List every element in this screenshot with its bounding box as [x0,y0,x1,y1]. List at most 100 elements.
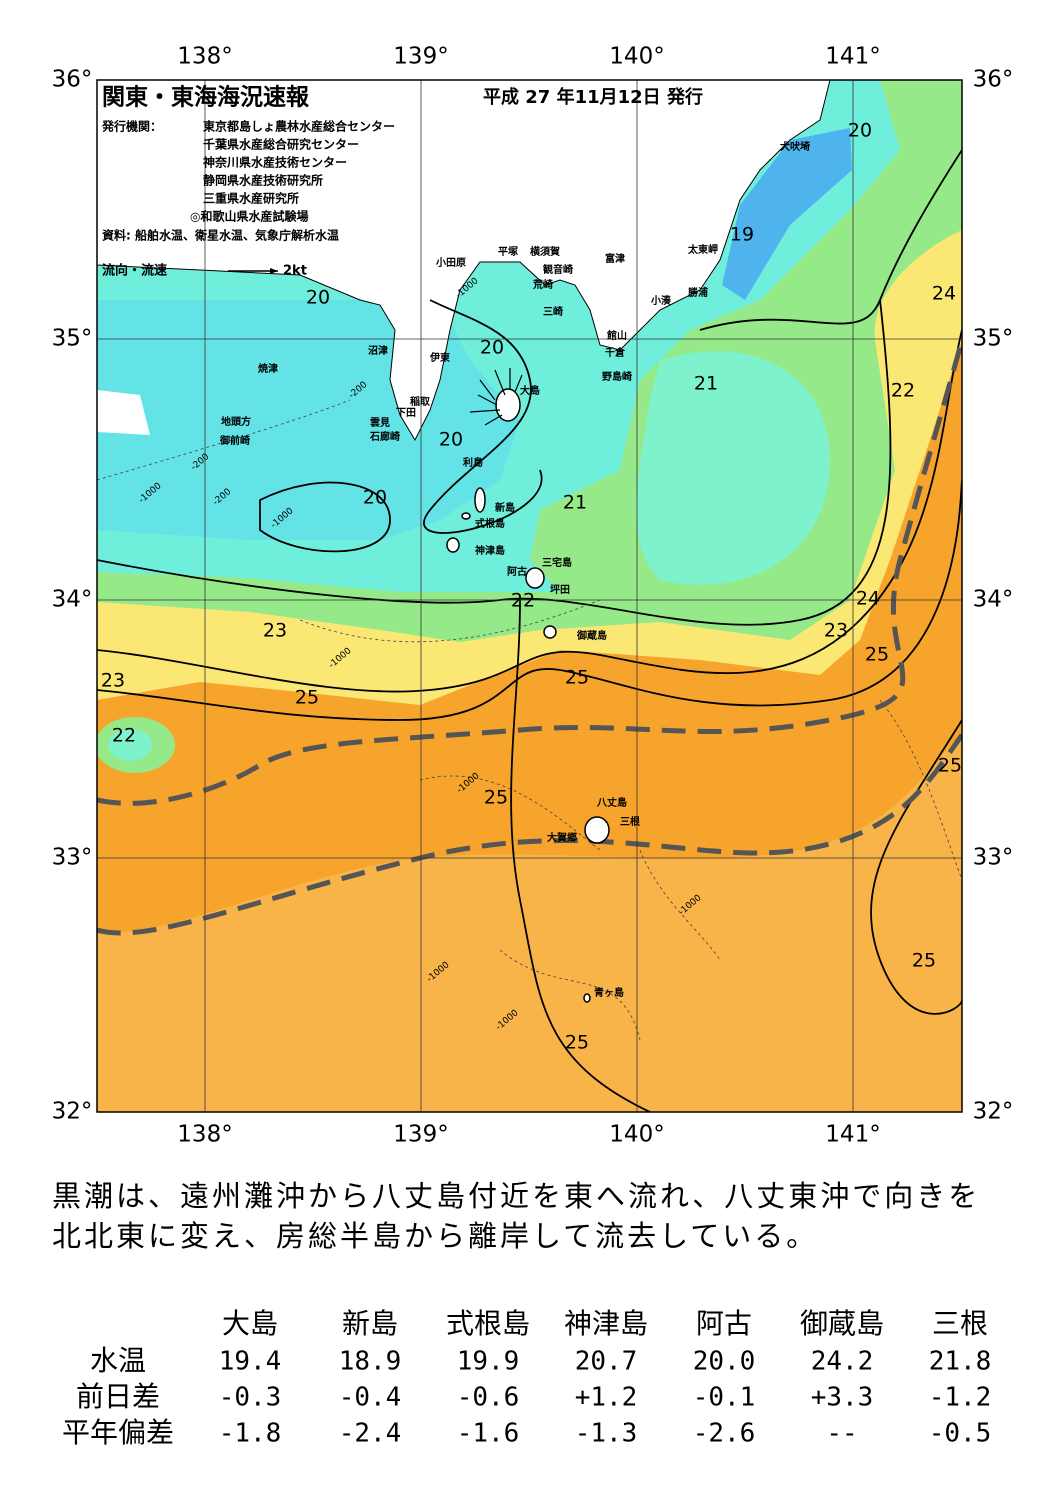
table-cell: -- [826,1419,857,1449]
place-name: 利島 [463,456,483,469]
place-name: 観音崎 [543,263,573,276]
data-source: 資料: 船舶水温、衛星水温、気象庁解析水温 [102,228,339,243]
table-cell: 20.0 [693,1347,756,1377]
isotherm-label: 25 [912,950,936,972]
table-cell: 24.2 [811,1347,874,1377]
lat-label: 32° [973,1099,1014,1125]
place-name: 地頭方 [221,415,251,428]
place-name: 小湊 [650,294,672,307]
isotherm-label: 20 [848,120,872,142]
table-header: 三根 [932,1307,988,1340]
place-name: 焼津 [258,362,278,375]
table-cell: -1.3 [575,1419,638,1449]
legend-arrowhead [270,268,278,274]
isotherm-label: 20 [480,337,504,359]
place-name: 大賀郷 [547,831,577,844]
isotherm-label: 21 [694,373,718,395]
place-name: 小田原 [435,256,466,269]
place-name: 三宅島 [542,556,572,569]
isotherm-label: 25 [938,755,962,777]
isotherm-label: 24 [856,588,880,610]
place-name: 沼津 [368,344,388,357]
place-name: 石廊崎 [369,430,400,443]
place-name: 野島崎 [602,370,632,383]
lat-label: 32° [52,1099,93,1125]
table-cell: -0.3 [219,1383,282,1413]
lat-label: 35° [52,326,93,352]
isotherm-label: 22 [112,725,136,747]
place-name: 御蔵島 [576,629,607,642]
isotherm-label: 25 [295,687,319,709]
row-label: 前日差 [76,1380,160,1413]
lon-label: 141° [825,1122,880,1148]
place-name: 平塚 [498,245,518,258]
place-name: 千倉 [605,346,626,359]
lat-label: 35° [973,326,1014,352]
place-name: 三根 [620,815,640,828]
place-name: 下田 [396,407,416,419]
issue-date: 平成 27 年11月12日 発行 [483,86,703,108]
table-header: 新島 [342,1307,398,1340]
agency-label: 発行機関： [101,119,162,134]
table-cell: -2.4 [339,1419,402,1449]
row-label: 水温 [90,1344,146,1377]
agency: ◎和歌山県水産試験場 [190,209,308,224]
lon-label: 139° [393,44,448,70]
lat-label: 34° [52,587,93,613]
place-name: 八丈島 [596,796,627,809]
row-label: 平年偏差 [62,1416,174,1449]
lon-label: 140° [609,1122,664,1148]
place-name: 新島 [495,501,515,514]
table-cell: 20.7 [575,1347,638,1377]
isotherm-label: 25 [484,787,508,809]
isotherm-label: 22 [511,590,535,612]
place-name: 荒崎 [532,278,553,291]
map-title: 関東・東海海況速報 [102,84,310,111]
lat-label: 34° [973,587,1014,613]
isotherm-label: 20 [363,487,387,509]
isotherm-label: 25 [865,644,889,666]
place-name: 御前崎 [219,434,250,447]
lon-label: 138° [177,1122,232,1148]
isotherm-label: 19 [730,224,754,246]
summary-line: 黒潮は、遠州灘沖から八丈島付近を東へ流れ、八丈東沖で向きを [52,1179,980,1213]
isotherm-label: 20 [439,429,463,451]
isotherm-label: 23 [263,620,287,642]
isotherm-label: 25 [565,1032,589,1054]
place-name: 大島 [520,384,540,397]
isotherm-label: 24 [932,283,956,305]
place-name: 館山 [606,329,627,342]
map-fill [97,80,962,1112]
table-cell: -1.2 [929,1383,992,1413]
isotherm-label: 20 [306,287,330,309]
table-cell: -0.5 [929,1419,992,1449]
isotherm-label: 23 [824,620,848,642]
isotherm-label: 22 [891,380,915,402]
lon-label: 140° [609,44,664,70]
place-name: 青ヶ島 [594,986,624,999]
lat-label: 33° [52,845,93,871]
place-name: 伊東 [429,351,450,364]
table-header: 式根島 [446,1307,530,1340]
agency: 静岡県水産技術研究所 [203,173,323,188]
table-cell: -0.6 [457,1383,520,1413]
agency: 千葉県水産総合研究センター [203,137,359,152]
table-cell: 19.9 [457,1347,520,1377]
lat-label: 36° [52,67,93,93]
place-name: 横須賀 [530,245,560,258]
isotherm-label: 21 [563,492,587,514]
lat-label: 33° [973,845,1014,871]
lat-label: 36° [973,67,1014,93]
place-name: 富津 [605,252,625,265]
place-name: 勝浦 [688,286,708,299]
legend-speed: 2kt [283,264,307,279]
agency: 東京都島しょ農林水産総合センター [203,119,395,134]
isotherm-label: 23 [101,670,125,692]
table-cell: 21.8 [929,1347,992,1377]
agency: 三重県水産研究所 [203,191,299,206]
table-header: 大島 [222,1307,278,1340]
table-cell: +3.3 [811,1383,874,1413]
agency: 神奈川県水産技術センター [203,155,347,170]
table-cell: 19.4 [219,1347,282,1377]
